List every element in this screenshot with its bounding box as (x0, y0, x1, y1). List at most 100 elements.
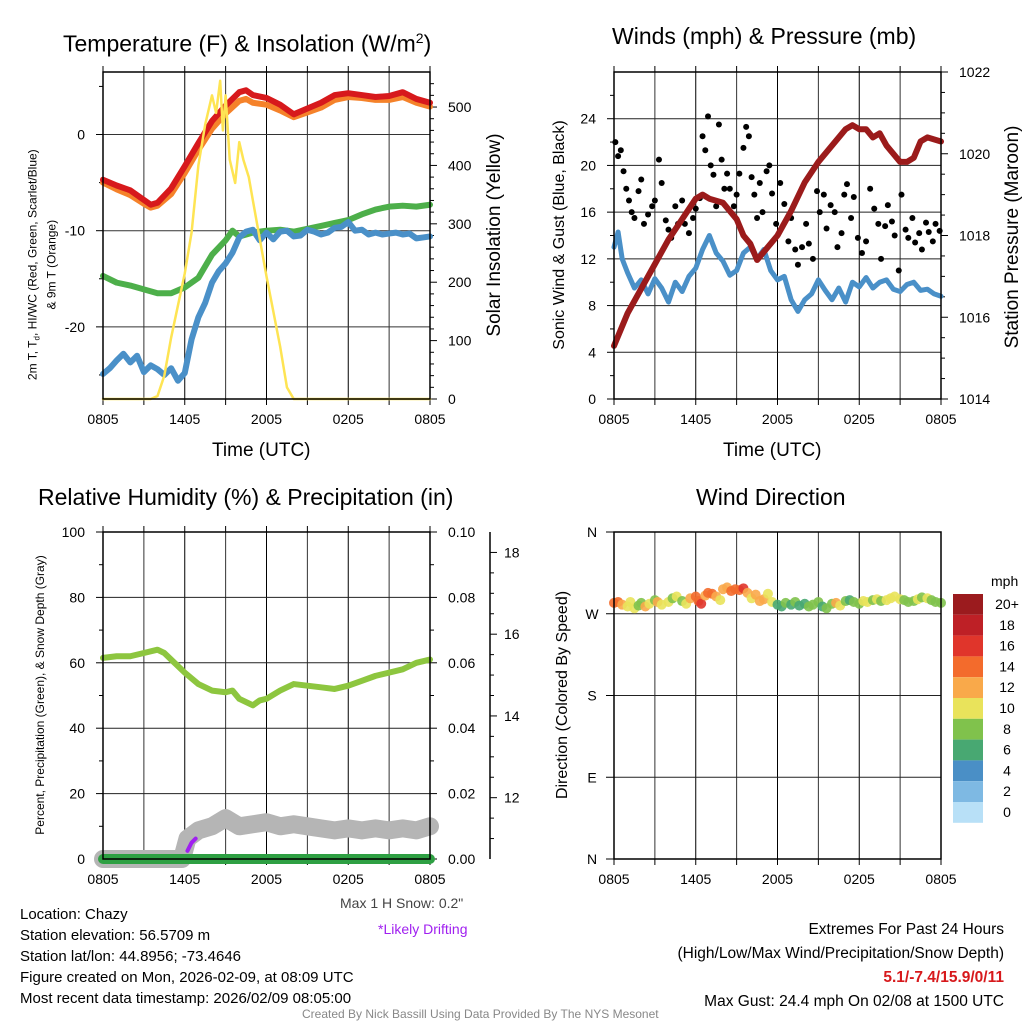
gust-point (651, 197, 658, 204)
gust-point (838, 230, 845, 237)
temp-y2-tick-label: 0 (448, 391, 456, 407)
winds-y2-label: Station Pressure (Maroon) (1002, 125, 1023, 349)
rh-y2-tick-label: 0.00 (448, 851, 475, 867)
gust-point (705, 113, 712, 120)
gust-point (905, 234, 912, 241)
legend-label: 10 (999, 700, 1015, 716)
gust-point (638, 176, 645, 183)
wdir-x-tick-label: 0805 (925, 871, 956, 887)
gust-point (655, 156, 662, 163)
gust-point (912, 239, 919, 246)
gust-point (640, 220, 647, 227)
gust-point (662, 217, 669, 224)
winds-y-tick-label: 16 (580, 204, 596, 220)
winds-x-tick-label: 0805 (925, 411, 956, 427)
rh-y2-tick-label: 0.04 (448, 720, 475, 736)
gust-point (918, 246, 925, 253)
winds-y-tick-label: 8 (588, 298, 596, 314)
gust-point (909, 214, 916, 221)
winds-x-tick-label: 0205 (844, 411, 875, 427)
rh-x-tick-label: 2005 (251, 871, 282, 887)
legend-label: 2 (1003, 783, 1011, 799)
extremes-subtitle: (High/Low/Max Wind/Precipitation/Snow De… (677, 945, 1005, 962)
rh-y-tick-label: 60 (69, 655, 85, 671)
winds-y-tick-label: 24 (580, 111, 596, 127)
legend-swatch (953, 677, 983, 698)
gust-point (831, 209, 838, 216)
gust-point (850, 193, 857, 200)
rh-series-relative-humidity (100, 646, 433, 709)
rh-series-snow-depth (94, 809, 439, 868)
rh-y-tick-label: 40 (69, 720, 85, 736)
gust-point (884, 202, 891, 209)
extremes-box: Extremes For Past 24 Hours (High/Low/Max… (678, 918, 1005, 1014)
winds-y2-tick-label: 1014 (959, 391, 990, 407)
created-text: Figure created on Mon, 2026-02-09, at 08… (20, 969, 354, 986)
gust-point (724, 170, 731, 177)
station-info: Location: Chazy Station elevation: 56.57… (20, 904, 354, 1009)
winds-y2-tick-label: 1018 (959, 228, 990, 244)
legend-swatch (953, 760, 983, 782)
rh-y2-tick-label: 0.06 (448, 655, 475, 671)
rh-series-drifting (185, 836, 198, 853)
temp-plot-frame (102, 71, 431, 400)
gust-point (923, 219, 930, 226)
gust-point (726, 185, 733, 192)
winds-chart-title: Winds (mph) & Pressure (mb) (612, 23, 917, 49)
legend-label: 16 (999, 638, 1015, 654)
gust-point (679, 197, 686, 204)
gust-point (721, 185, 728, 192)
legend-label: 20+ (995, 596, 1019, 612)
gust-point (834, 244, 841, 251)
rh-x-tick-label: 0205 (333, 871, 364, 887)
gust-point (733, 191, 740, 198)
legend-label: 18 (999, 617, 1015, 633)
legend-swatch (953, 781, 983, 802)
gust-point (863, 238, 870, 245)
legend-label: 0 (1003, 804, 1011, 820)
gust-point (777, 179, 784, 186)
location-text: Location: Chazy (20, 906, 128, 923)
winds-y-tick-label: 4 (588, 344, 596, 360)
winds-x-tick-label: 1405 (680, 411, 711, 427)
recent-text: Most recent data timestamp: 2026/02/09 0… (20, 990, 352, 1007)
rh-y2-tick-label: 0.08 (448, 589, 475, 605)
legend-swatch (953, 656, 983, 678)
gust-point (805, 240, 812, 247)
gust-point (718, 156, 725, 163)
gust-point (823, 225, 830, 232)
legend-swatch (953, 698, 983, 719)
gust-point (854, 234, 861, 241)
gust-point (702, 147, 709, 154)
legend-label: 12 (999, 679, 1015, 695)
gust-point (690, 214, 697, 221)
winds-y2-tick-label: 1020 (959, 146, 990, 162)
rh-y2-tick-label: 0.10 (448, 524, 475, 540)
gust-point (841, 191, 848, 198)
wdir-y-tick-label: N (587, 524, 597, 540)
gust-point (736, 170, 743, 177)
legend-swatch (953, 614, 983, 636)
drifting-note: *Likely Drifting (378, 921, 468, 937)
temp-series-wc (100, 219, 433, 384)
temp-y-tick-label: -10 (65, 223, 85, 239)
max-snow-label: Max 1 H Snow: 0.2" (340, 895, 464, 911)
gust-point (759, 209, 766, 216)
gust-point (888, 218, 895, 225)
winds-series-station-pressure (611, 122, 944, 349)
max-gust-text: Max Gust: 24.4 mph On 02/08 at 1500 UTC (704, 993, 1004, 1010)
rh-y-label: Percent, Precipitation (Green), & Snow D… (33, 555, 47, 835)
gust-point (848, 214, 855, 221)
gust-point (751, 191, 758, 198)
wdir-x-tick-label: 0205 (844, 871, 875, 887)
gust-point (628, 209, 635, 216)
rh-chart-title: Relative Humidity (%) & Precipitation (i… (38, 484, 454, 510)
temp-y-tick-label: 0 (77, 127, 85, 143)
gust-point (820, 191, 827, 198)
gust-point (794, 261, 801, 268)
winds-y-label: Sonic Wind & Gust (Blue, Black) (551, 120, 568, 350)
rh-y3-tick-label: 14 (504, 708, 520, 724)
temp-y2-tick-label: 300 (448, 216, 472, 232)
gust-point (882, 223, 889, 230)
